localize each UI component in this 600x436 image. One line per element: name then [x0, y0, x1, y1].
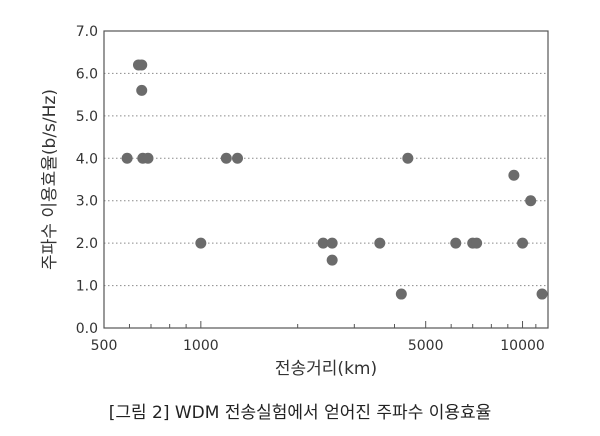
data-point [220, 152, 232, 164]
data-point [317, 237, 329, 249]
y-tick-label: 3.0 [76, 194, 98, 210]
plot-area-frame [103, 30, 549, 329]
x-tick-label: 500 [91, 338, 118, 354]
data-point [136, 59, 148, 71]
grid-lines [104, 72, 548, 287]
y-axis-title: 주파수 이용효율(b/s/Hz) [40, 89, 60, 270]
y-tick-label: 0.0 [76, 321, 98, 337]
data-point [395, 288, 407, 300]
data-points [121, 59, 548, 300]
y-tick-label: 1.0 [76, 279, 98, 295]
y-tick-label: 6.0 [76, 66, 98, 82]
data-point [471, 237, 483, 249]
x-tick-label: 5000 [408, 338, 444, 354]
x-tick-label: 10000 [500, 338, 545, 354]
data-point [536, 288, 548, 300]
y-tick-label: 4.0 [76, 151, 98, 167]
data-point [517, 237, 529, 249]
x-tick-label: 1000 [183, 338, 219, 354]
y-tick-label: 7.0 [76, 24, 98, 40]
y-tick-label: 2.0 [76, 236, 98, 252]
data-point [136, 84, 148, 96]
x-axis-title: 전송거리(km) [275, 359, 377, 379]
data-point [121, 152, 133, 164]
data-point [326, 254, 338, 266]
data-point [326, 237, 338, 249]
data-point [402, 152, 414, 164]
axis-ticks: 0.0 1.0 2.0 3.0 4.0 5.0 6.0 7.0 500 1000 5000 10000 [76, 24, 545, 354]
data-point [142, 152, 154, 164]
data-point [231, 152, 243, 164]
data-point [374, 237, 386, 249]
data-point [195, 237, 207, 249]
data-point [508, 169, 520, 181]
figure-caption: [그림 2] WDM 전송실험에서 얻어진 주파수 이용효율 [109, 403, 492, 423]
data-point [450, 237, 462, 249]
data-point [525, 195, 537, 207]
y-tick-label: 5.0 [76, 109, 98, 125]
